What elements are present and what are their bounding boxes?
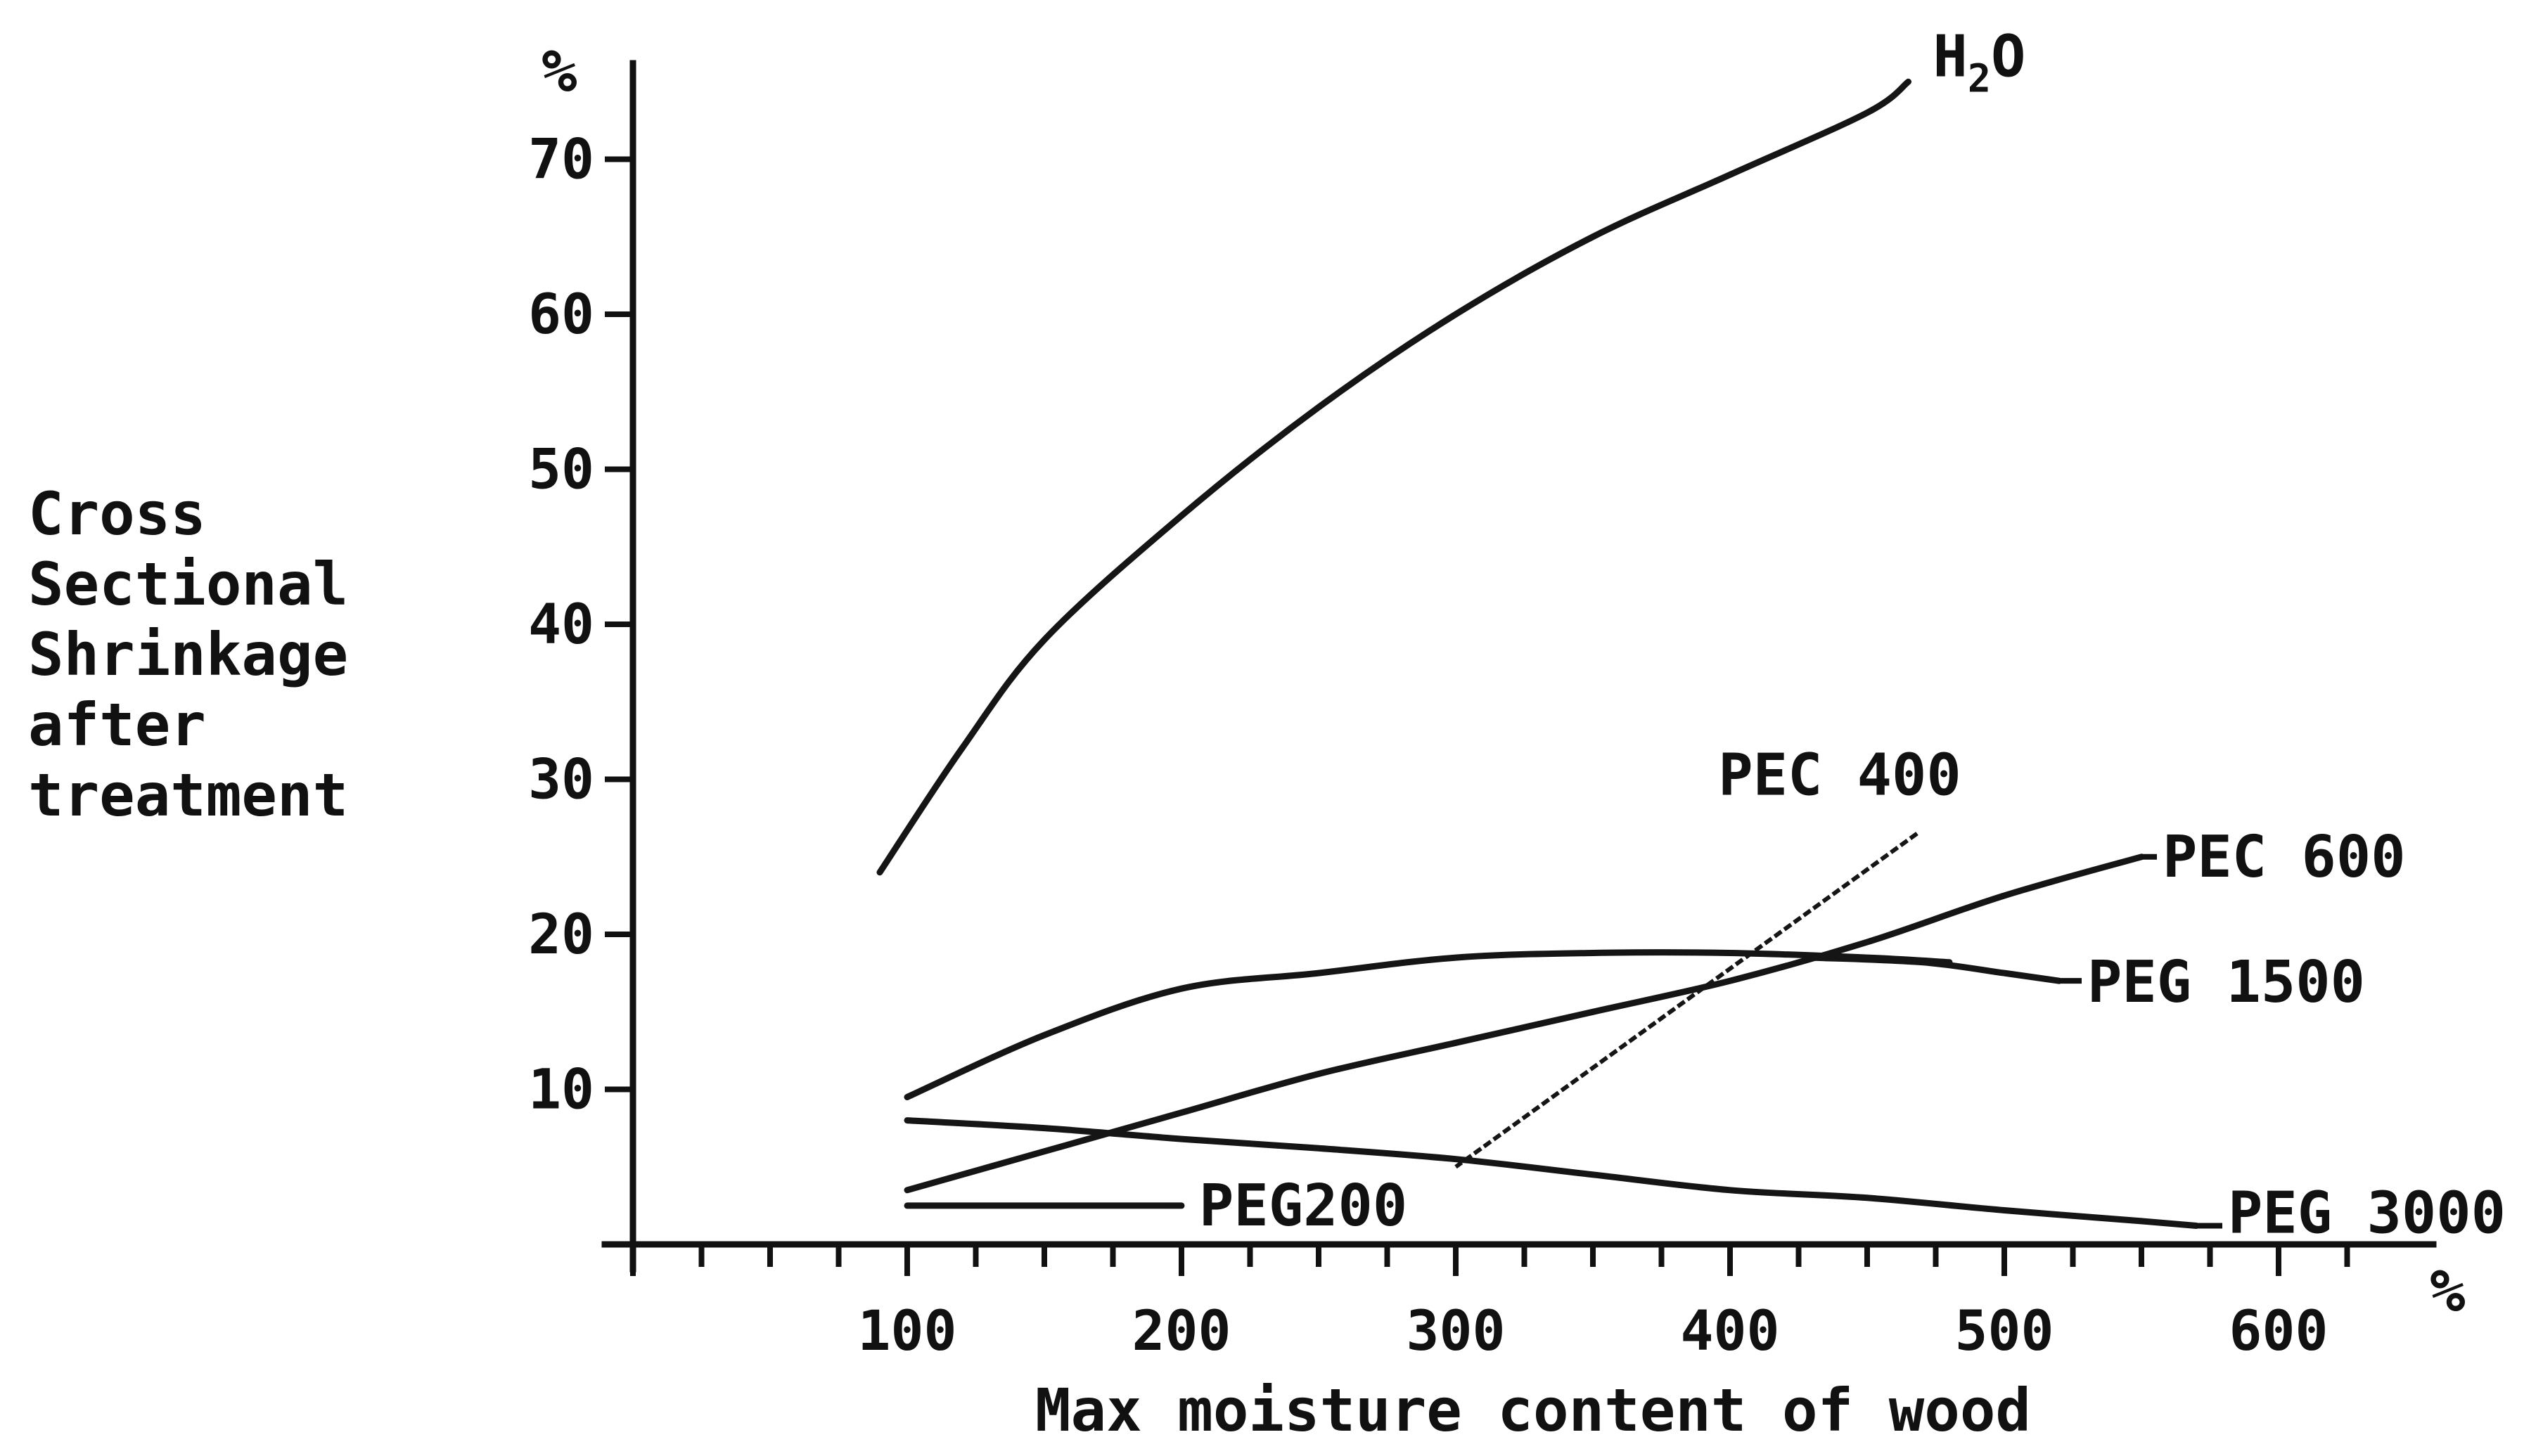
- x-tick-label: 100: [858, 1300, 957, 1363]
- data-point-peg200: [1179, 1202, 1184, 1209]
- data-point-peg-3000: [1590, 1171, 1596, 1178]
- data-point-pec-600: [1179, 1109, 1184, 1116]
- series-line-peg-1500: [1809, 954, 2063, 984]
- data-point-peg-400: [1727, 950, 1733, 956]
- data-point-pec-600: [1042, 1148, 1047, 1154]
- x-tick-label: 300: [1407, 1300, 1506, 1363]
- data-point-pec-600: [1453, 1040, 1459, 1046]
- data-point-pec-600: [1727, 978, 1733, 984]
- series-line-peg-400: [904, 949, 1953, 1100]
- data-point-peg-3000: [1864, 1194, 1870, 1201]
- y-tick-label: 30: [528, 749, 594, 812]
- data-point-peg-3000: [1453, 1156, 1459, 1162]
- data-point-peg-3000: [1316, 1145, 1321, 1152]
- labels-layer: 10 20 30 40 50 60 70 100 200 300 400 500 600%% Max mo…: [28, 23, 2506, 1445]
- data-point-h2o: [1453, 311, 1459, 317]
- y-axis-title-line: Sectional: [28, 550, 348, 619]
- data-point-pec-600: [904, 1187, 910, 1193]
- annotation-label-pec-400: PEC 400: [1718, 742, 1961, 809]
- series-layer: [876, 78, 2200, 1229]
- series-line-h2o: [876, 78, 1911, 876]
- data-point-peg-1500: [2001, 970, 2007, 977]
- series-label-peg200: PEG200: [1199, 1173, 1407, 1239]
- data-point-h2o: [1905, 79, 1911, 85]
- y-tick-label: 20: [528, 903, 594, 967]
- data-point-peg-3000: [2001, 1207, 2007, 1213]
- series-label-peg-1500: PEG 1500: [2087, 949, 2365, 1016]
- x-axis-title: Max moisture content of wood: [1035, 1376, 2031, 1445]
- series-line-pec-600: [904, 853, 2145, 1194]
- data-point-h2o: [1864, 110, 1870, 116]
- data-point-h2o: [877, 869, 883, 875]
- series-label-h2o: H2O: [1933, 23, 2026, 101]
- data-point-pec-600: [1316, 1071, 1321, 1077]
- data-point-peg-1500: [1809, 955, 1815, 961]
- data-point-peg-3000: [2139, 1218, 2144, 1224]
- data-point-h2o: [1590, 233, 1596, 240]
- y-tick-label: 60: [528, 283, 594, 347]
- data-point-pec-600: [1590, 1009, 1596, 1015]
- data-point-peg-3000: [1179, 1136, 1184, 1142]
- y-tick-label: 70: [528, 129, 594, 192]
- data-point-pec-600: [2001, 892, 2007, 898]
- data-point-peg200: [1069, 1202, 1075, 1209]
- data-point-h2o: [1179, 513, 1184, 519]
- y-axis-title-line: after: [28, 690, 206, 759]
- data-point-peg-400: [1316, 970, 1321, 977]
- x-tick-label: 200: [1132, 1300, 1231, 1363]
- y-tick-label: 40: [528, 593, 594, 657]
- y-axis-title-line: treatment: [28, 761, 348, 830]
- data-point-peg-400: [1179, 986, 1184, 992]
- y-tick-label: 10: [528, 1059, 594, 1122]
- data-point-h2o: [1727, 172, 1733, 178]
- data-point-h2o: [1042, 637, 1047, 643]
- x-unit-label: %: [2430, 1256, 2466, 1325]
- data-point-h2o: [1316, 404, 1321, 411]
- y-tick-label: 50: [528, 439, 594, 502]
- annotation-leader-line: [1454, 832, 1919, 1169]
- data-point-peg-400: [1042, 1032, 1047, 1038]
- data-point-pec-600: [1864, 939, 1870, 946]
- data-point-peg-1500: [1919, 959, 1925, 965]
- data-point-peg-3000: [1727, 1187, 1733, 1193]
- series-label-peg-3000: PEG 3000: [2228, 1180, 2506, 1247]
- series-label-pec-600: PEC 600: [2163, 824, 2406, 891]
- data-point-h2o: [959, 745, 965, 752]
- axes: [601, 60, 2437, 1276]
- y-axis-title-line: Shrinkage: [28, 620, 348, 689]
- y-unit-label: %: [542, 37, 577, 105]
- x-tick-label: 400: [1681, 1300, 1780, 1363]
- data-point-peg-400: [904, 1094, 910, 1100]
- data-point-peg-3000: [904, 1117, 910, 1123]
- x-tick-label: 600: [2229, 1300, 2329, 1363]
- data-point-peg-400: [1590, 950, 1596, 956]
- y-axis-title-line: Cross: [28, 479, 206, 548]
- x-tick-label: 500: [1955, 1300, 2054, 1363]
- data-point-peg-400: [1453, 955, 1459, 961]
- data-point-peg200: [904, 1202, 910, 1209]
- data-point-peg-3000: [1042, 1125, 1047, 1131]
